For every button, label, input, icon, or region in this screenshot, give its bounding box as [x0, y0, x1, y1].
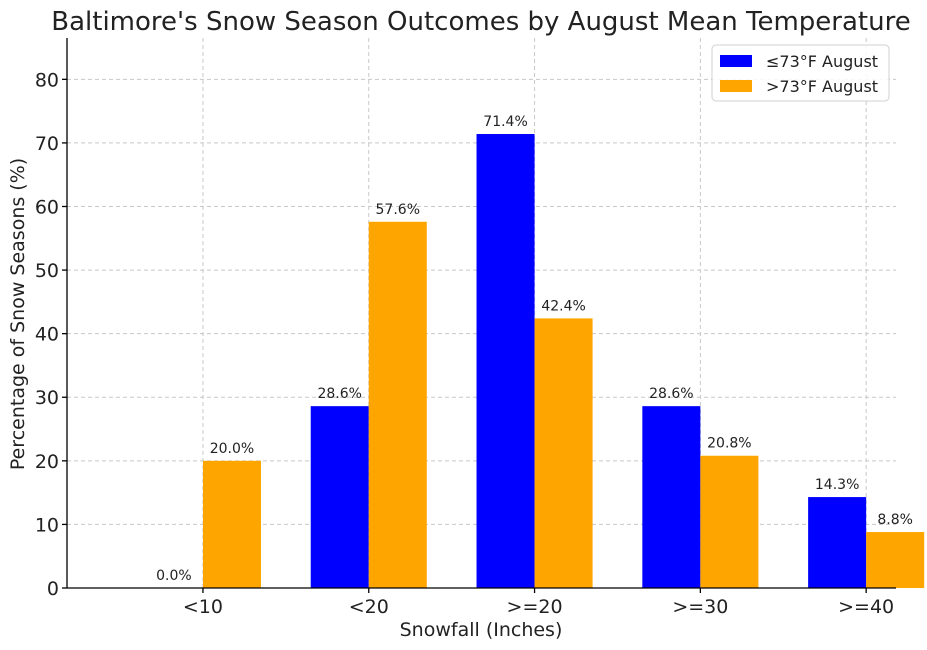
y-tick-label: 60	[35, 196, 59, 218]
bar-value-label: 28.6%	[317, 386, 361, 402]
y-tick-label: 80	[35, 69, 59, 91]
chart-title: Baltimore's Snow Season Outcomes by Augu…	[51, 7, 910, 37]
legend: ≤73°F August >73°F August	[711, 44, 890, 102]
y-tick-label: 50	[35, 260, 59, 282]
bar-value-label: 20.8%	[707, 436, 751, 452]
y-tick-label: 0	[47, 578, 59, 600]
bar-series-2	[700, 455, 759, 588]
y-tick-label: 70	[35, 133, 59, 155]
bar-value-label: 71.4%	[483, 114, 527, 130]
bar-series-2	[368, 221, 427, 588]
y-tick-label: 30	[35, 387, 59, 409]
y-tick-label: 10	[35, 514, 59, 536]
bar-series-2	[866, 532, 925, 588]
legend-swatch	[720, 55, 752, 67]
legend-label: >73°F August	[766, 77, 878, 96]
bar-value-label: 8.8%	[877, 512, 913, 528]
tick-labels: 0 10 20 30 40 50 60 70 80 <10 <20 >=20 >=30 >=40	[35, 69, 894, 618]
x-axis-label: Snowfall (Inches)	[400, 619, 563, 641]
x-tick-label: >=30	[672, 596, 728, 618]
bar-value-label: 14.3%	[815, 477, 859, 493]
bar-value-label: 20.0%	[210, 441, 254, 457]
legend-swatch	[720, 80, 752, 92]
x-tick-label: >=40	[838, 596, 894, 618]
bar-value-label: 42.4%	[541, 298, 585, 314]
x-tick-label: >=20	[507, 596, 563, 618]
bar-value-label: 28.6%	[649, 386, 693, 402]
bar-series-2	[202, 460, 261, 588]
bar-value-label: 0.0%	[156, 568, 192, 584]
y-tick-label: 20	[35, 451, 59, 473]
legend-label: ≤73°F August	[766, 52, 878, 71]
bars	[202, 134, 925, 588]
bar-series-2	[534, 318, 593, 588]
x-tick-label: <20	[349, 596, 389, 618]
data-labels: 0.0% 28.6% 71.4% 28.6% 14.3% 20.0% 57.6% 42.4% 2…	[156, 114, 913, 584]
x-tick-label: <10	[183, 596, 223, 618]
bar-series-1	[808, 497, 867, 588]
y-tick-label: 40	[35, 324, 59, 346]
bar-value-label: 57.6%	[376, 202, 420, 218]
bar-series-1	[476, 134, 535, 588]
bar-series-1	[642, 406, 701, 588]
bar-series-1	[310, 406, 369, 588]
y-axis-label: Percentage of Snow Seasons (%)	[7, 158, 29, 470]
legend-box	[711, 44, 890, 102]
axes	[62, 38, 896, 593]
